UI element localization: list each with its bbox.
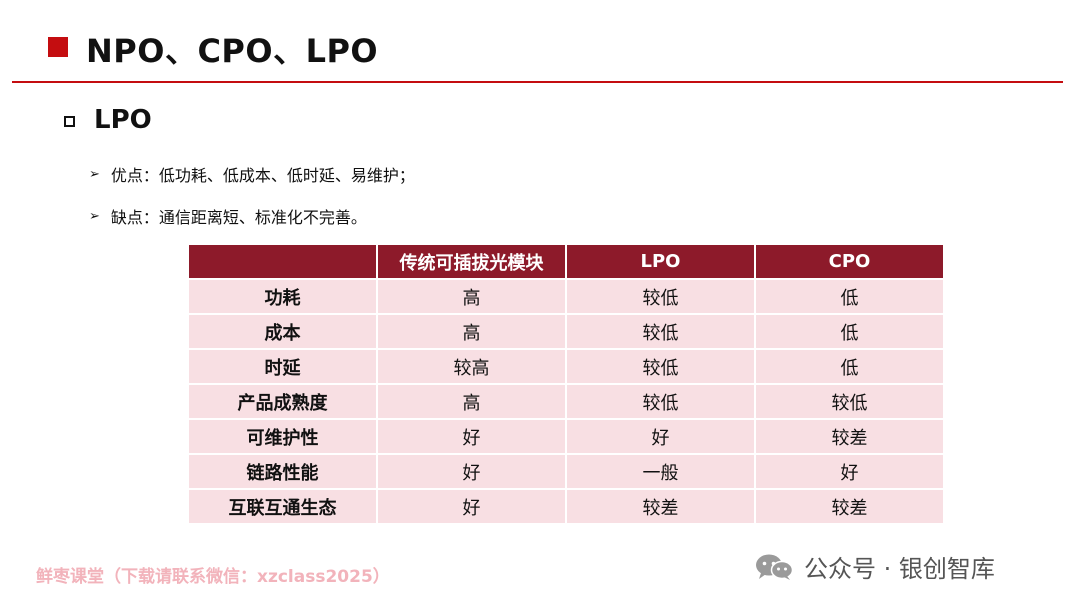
table-row: 成本 高 较低 低 [187, 313, 945, 350]
section-subtitle: LPO [94, 105, 152, 135]
header-cell: CPO [754, 243, 945, 280]
table-cell: 较低 [565, 278, 756, 315]
row-label: 互联互通生态 [187, 488, 378, 525]
bullet-cons-text: 缺点：通信距离短、标准化不完善。 [110, 208, 367, 227]
row-label: 可维护性 [187, 418, 378, 455]
table-cell: 高 [376, 313, 567, 350]
table-header-row: 传统可插拔光模块 LPO CPO [187, 243, 945, 280]
table-cell: 好 [376, 418, 567, 455]
page-title: NPO、CPO、LPO [86, 32, 379, 70]
table-cell: 较差 [565, 488, 756, 525]
watermark-text: 鲜枣课堂（下载请联系微信：xzclass2025） [36, 567, 390, 587]
header-cell: LPO [565, 243, 756, 280]
watermark-account-text: 公众号 · 银创智库 [804, 555, 995, 583]
row-label: 时延 [187, 348, 378, 385]
table-cell: 较低 [565, 348, 756, 385]
table-cell: 较差 [754, 488, 945, 525]
table-cell: 好 [565, 418, 756, 455]
table-row: 互联互通生态 好 较差 较差 [187, 488, 945, 525]
table-cell: 较高 [376, 348, 567, 385]
table-cell: 较低 [754, 383, 945, 420]
wechat-icon [756, 554, 794, 580]
arrow-bullet-icon: ➢ [89, 166, 100, 182]
bullet-cons: ➢ 缺点：通信距离短、标准化不完善。 [89, 204, 367, 228]
header-cell [187, 243, 378, 280]
title-square-marker [48, 37, 68, 57]
wechat-account-watermark: 公众号 · 银创智库 [754, 549, 995, 584]
table-cell: 低 [754, 278, 945, 315]
table-cell: 低 [754, 313, 945, 350]
subtitle-box-marker [64, 116, 75, 127]
table-cell: 好 [376, 488, 567, 525]
table-cell: 较低 [565, 313, 756, 350]
header-cell: 传统可插拔光模块 [376, 243, 567, 280]
row-label: 链路性能 [187, 453, 378, 490]
table-row: 功耗 高 较低 低 [187, 278, 945, 315]
table-cell: 好 [754, 453, 945, 490]
table-cell: 一般 [565, 453, 756, 490]
comparison-table: 传统可插拔光模块 LPO CPO 功耗 高 较低 低 成本 高 较低 低 时延 … [187, 243, 945, 525]
bullet-pros: ➢ 优点：低功耗、低成本、低时延、易维护； [89, 162, 415, 186]
table-row: 可维护性 好 好 较差 [187, 418, 945, 455]
table-cell: 好 [376, 453, 567, 490]
title-divider [12, 81, 1063, 83]
row-label: 产品成熟度 [187, 383, 378, 420]
table-cell: 较差 [754, 418, 945, 455]
table-cell: 较低 [565, 383, 756, 420]
arrow-bullet-icon: ➢ [89, 208, 100, 224]
table-cell: 低 [754, 348, 945, 385]
table-cell: 高 [376, 278, 567, 315]
row-label: 功耗 [187, 278, 378, 315]
table-row: 产品成熟度 高 较低 较低 [187, 383, 945, 420]
bullet-pros-text: 优点：低功耗、低成本、低时延、易维护； [110, 166, 415, 185]
row-label: 成本 [187, 313, 378, 350]
table-row: 链路性能 好 一般 好 [187, 453, 945, 490]
table-cell: 高 [376, 383, 567, 420]
table-row: 时延 较高 较低 低 [187, 348, 945, 385]
